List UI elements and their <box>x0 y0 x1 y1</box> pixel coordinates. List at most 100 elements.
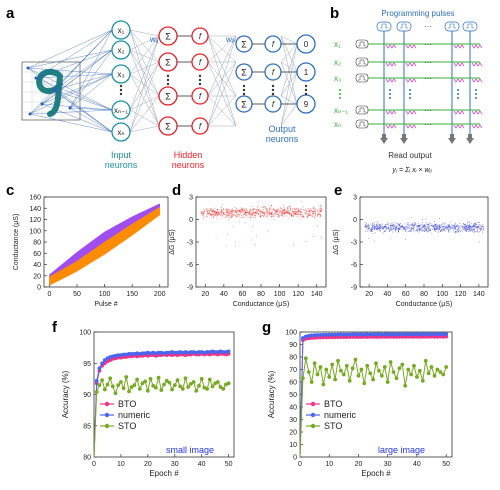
delta-g-point <box>403 228 405 230</box>
delta-g-point <box>439 227 441 229</box>
delta-g-point <box>240 207 242 209</box>
delta-g-point <box>223 213 224 215</box>
delta-g-point <box>306 216 308 217</box>
delta-g-point <box>214 211 216 212</box>
delta-g-point <box>212 214 214 216</box>
delta-g-point <box>469 222 471 224</box>
delta-g-point <box>409 229 411 231</box>
digit-connection <box>41 29 113 105</box>
accuracy-point-STO <box>412 363 416 368</box>
delta-g-point <box>386 222 388 224</box>
read-arrow-stem <box>402 134 406 138</box>
delta-g-point <box>307 214 309 216</box>
delta-g-point <box>472 226 474 227</box>
delta-g-point <box>284 212 286 213</box>
delta-g-point <box>279 207 281 209</box>
delta-g-point <box>278 214 280 216</box>
delta-g-point <box>244 213 246 215</box>
delta-g-point <box>318 211 319 213</box>
delta-g-point <box>231 211 233 212</box>
delta-g-point <box>391 226 393 228</box>
delta-g-point <box>297 214 299 216</box>
delta-g-point <box>368 228 370 229</box>
delta-g-point <box>245 213 247 214</box>
delta-g-point <box>441 229 442 231</box>
delta-g-point <box>413 222 415 224</box>
delta-g-point <box>444 225 446 227</box>
input-hidden-connection <box>129 95 160 111</box>
delta-g-point <box>374 227 376 229</box>
delta-g-point <box>420 227 422 228</box>
delta-g-point <box>427 228 429 230</box>
accuracy-point-numeric <box>116 353 121 357</box>
row-ellipsis: ··· <box>424 40 432 49</box>
delta-g-point <box>413 225 415 227</box>
accuracy-point-numeric <box>301 336 305 340</box>
delta-g-outlier <box>373 222 375 224</box>
accuracy-point-numeric <box>359 332 364 337</box>
delta-g-point <box>387 227 389 229</box>
delta-g-outlier <box>372 233 374 235</box>
delta-g-point <box>256 212 258 214</box>
accuracy-point-STO <box>210 384 215 389</box>
accuracy-point-STO <box>119 380 123 384</box>
delta-g-point <box>249 217 251 218</box>
delta-g-point <box>404 228 406 230</box>
delta-g-point <box>288 208 290 210</box>
delta-g-point <box>420 228 421 230</box>
delta-g-point <box>257 209 259 211</box>
delta-g-point <box>232 210 234 212</box>
delta-g-point <box>444 228 445 230</box>
delta-g-point <box>479 228 481 229</box>
accuracy-line-BTO <box>93 353 229 458</box>
delta-g-point <box>311 209 313 210</box>
delta-g-point <box>449 226 451 228</box>
ellipsis-dot <box>457 89 459 91</box>
delta-g-point <box>218 213 220 215</box>
delta-g-point <box>221 210 223 212</box>
accuracy-point-STO <box>154 385 158 390</box>
delta-g-point <box>442 225 444 227</box>
delta-g-point <box>475 230 477 232</box>
accuracy-point-STO <box>365 363 370 368</box>
input-neuron-label: xₙ₋₁ <box>114 106 128 115</box>
accuracy-point-STO <box>221 387 226 391</box>
delta-g-point <box>255 211 257 213</box>
accuracy-point-STO <box>197 383 201 388</box>
delta-g-point <box>462 228 464 230</box>
delta-g-point <box>475 222 477 224</box>
delta-g-point <box>320 210 322 212</box>
accuracy-point-numeric <box>394 332 399 337</box>
delta-g-point <box>462 225 464 227</box>
accuracy-point-numeric <box>374 332 378 337</box>
delta-g-point <box>209 213 211 215</box>
delta-g-point <box>264 207 266 209</box>
delta-g-point <box>213 211 215 213</box>
delta-g-outlier <box>255 209 257 211</box>
sum-symbol: Σ <box>241 68 247 78</box>
accuracy-point-numeric <box>327 332 332 337</box>
delta-g-point <box>429 225 431 227</box>
accuracy-point-STO <box>108 376 113 381</box>
accuracy-point-BTO <box>406 334 411 339</box>
delta-g-point <box>320 208 322 210</box>
input-hidden-connection <box>129 125 160 133</box>
accuracy-point-numeric <box>429 332 434 336</box>
delta-g-point <box>298 210 300 212</box>
delta-g-point <box>423 230 424 232</box>
delta-g-point <box>209 208 211 209</box>
activation-symbol: f <box>199 92 202 101</box>
delta-g-point <box>319 205 321 207</box>
panel-letter-f: f <box>52 319 58 336</box>
delta-g-point <box>378 229 380 231</box>
delta-g-point <box>403 226 404 228</box>
accuracy-point-STO <box>388 360 393 364</box>
digit-connection <box>41 103 113 133</box>
delta-g-point <box>463 229 465 230</box>
delta-g-point <box>259 213 261 215</box>
delta-g-point <box>399 228 401 230</box>
delta-g-point <box>373 226 375 228</box>
accuracy-point-numeric <box>432 332 437 336</box>
delta-g-point <box>427 231 428 232</box>
delta-g-point <box>238 214 239 216</box>
